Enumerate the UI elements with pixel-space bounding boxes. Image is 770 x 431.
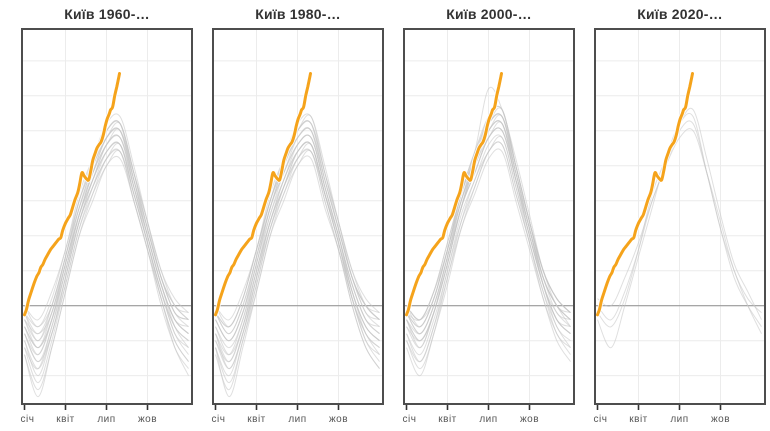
x-axis-tick-label: січ: [403, 414, 417, 425]
x-axis-tick-label: січ: [21, 414, 35, 425]
chart-panel-2020: Київ 2020-… січ квіт лип жов: [594, 2, 766, 429]
line-chart-plot-1960: січ квіт лип жов: [21, 28, 193, 425]
x-axis-tick-label: жов: [138, 414, 157, 425]
x-axis-tick-label: жов: [711, 414, 730, 425]
x-axis-tick-label: січ: [212, 414, 226, 425]
x-axis-tick-label: квіт: [247, 414, 266, 425]
line-chart-plot-2000: січ квіт лип жов: [403, 28, 575, 425]
x-axis-tick-label: січ: [594, 414, 608, 425]
x-axis-tick-label: лип: [670, 414, 688, 425]
x-axis-tick-label: лип: [479, 414, 497, 425]
x-axis-tick-label: квіт: [56, 414, 75, 425]
chart-title: Київ 2020-…: [637, 6, 723, 22]
line-chart-plot-2020: січ квіт лип жов: [594, 28, 766, 425]
x-axis-tick-label: квіт: [438, 414, 457, 425]
line-chart-plot-1980: січ квіт лип жов: [212, 28, 384, 425]
chart-title: Київ 2000-…: [446, 6, 532, 22]
x-axis-tick-label: квіт: [629, 414, 648, 425]
chart-panel-1980: Київ 1980-… січ квіт лип жов: [212, 2, 384, 429]
chart-panel-2000: Київ 2000-… січ квіт лип жов: [403, 2, 575, 429]
x-axis-tick-label: лип: [288, 414, 306, 425]
chart-title: Київ 1960-…: [64, 6, 150, 22]
x-axis-tick-label: жов: [520, 414, 539, 425]
x-axis-tick-label: жов: [329, 414, 348, 425]
x-axis-tick-label: лип: [97, 414, 115, 425]
chart-title: Київ 1980-…: [255, 6, 341, 22]
chart-panel-1960: Київ 1960-… січ квіт лип жов: [21, 2, 193, 429]
